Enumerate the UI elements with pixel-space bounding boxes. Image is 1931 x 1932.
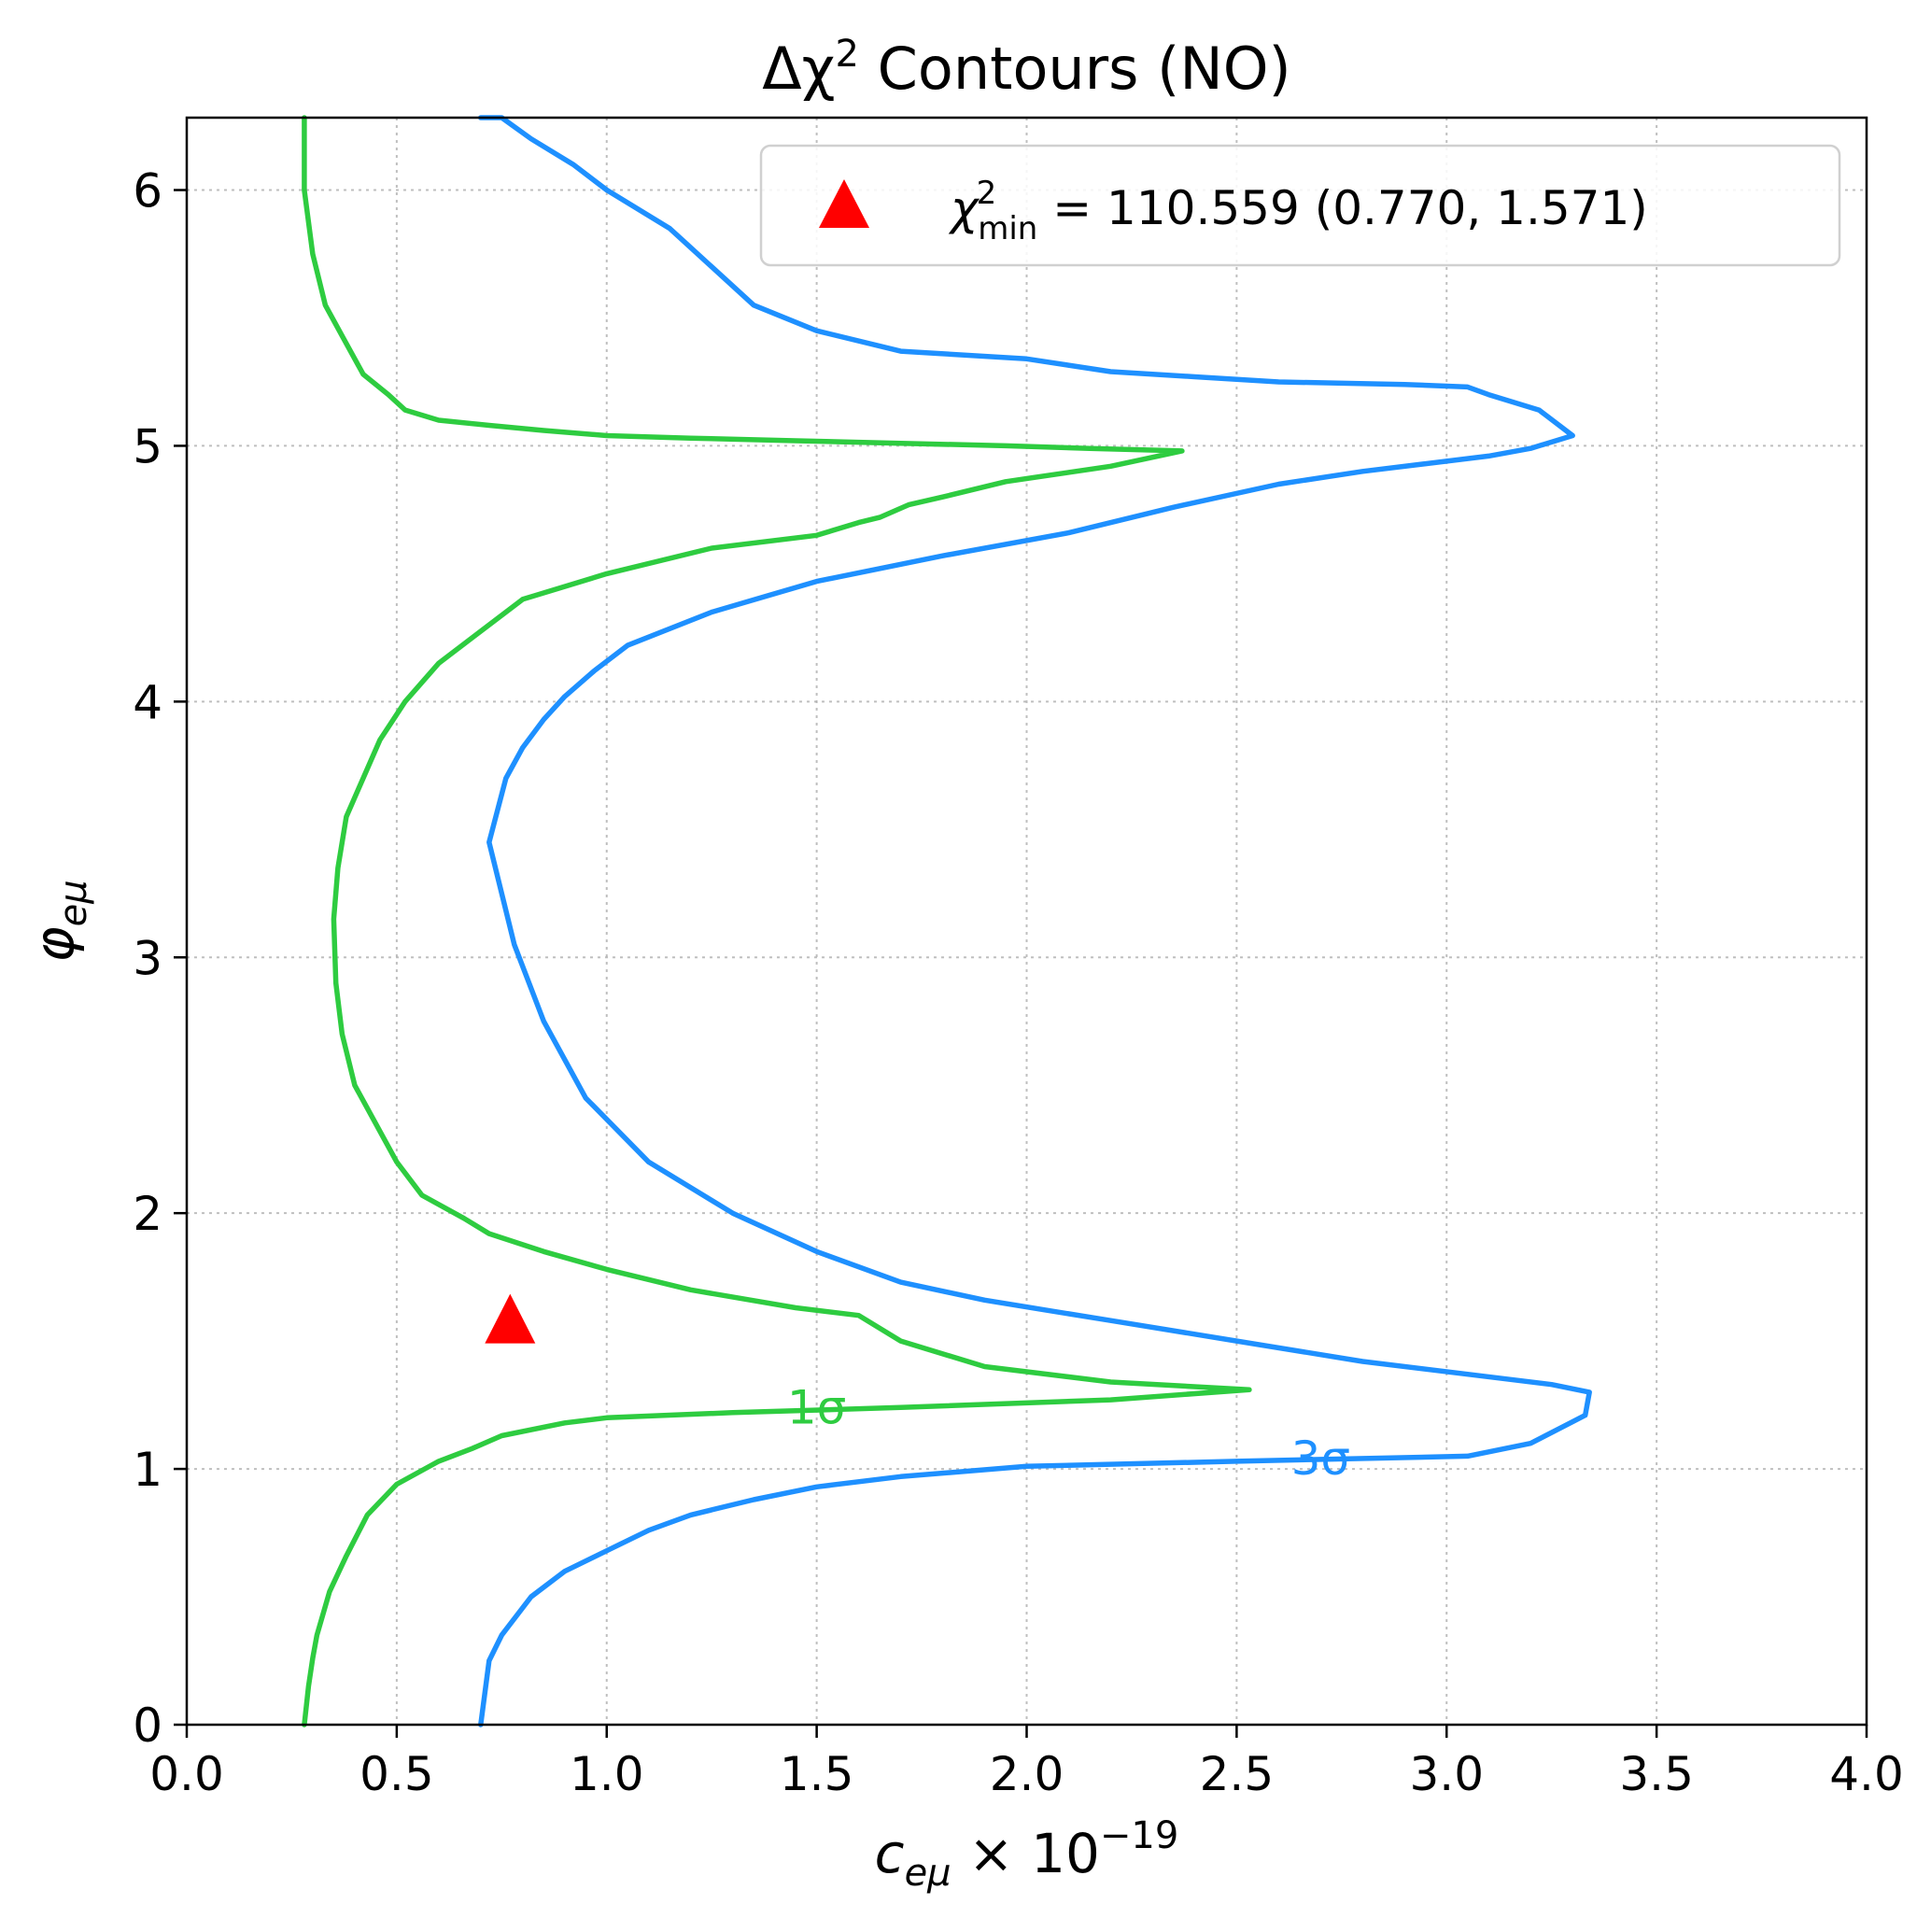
x-tick-label: 4.0	[1829, 1747, 1904, 1801]
legend: χ2min = 110.559 (0.770, 1.571)	[761, 146, 1839, 265]
legend-text-value: = 110.559 (0.770, 1.571)	[1037, 181, 1647, 235]
x-tick-label: 3.0	[1409, 1747, 1484, 1801]
x-tick-label: 2.5	[1200, 1747, 1275, 1801]
x-tick-label: 1.5	[780, 1747, 854, 1801]
legend-subscript: min	[978, 210, 1037, 247]
xlabel-var: c	[875, 1822, 905, 1885]
xlabel-mult: × 10	[951, 1822, 1100, 1885]
y-tick-label: 0	[133, 1699, 162, 1753]
x-tick-label: 3.5	[1619, 1747, 1694, 1801]
x-tick-label: 0.0	[149, 1747, 224, 1801]
y-tick-label: 2	[133, 1187, 162, 1241]
y-tick-label: 5	[133, 419, 162, 473]
title-base: Δχ	[762, 35, 835, 103]
ylabel-sub: eμ	[52, 880, 95, 926]
x-tick-label: 2.0	[990, 1747, 1064, 1801]
title-superscript: 2	[835, 33, 858, 76]
y-tick-label: 4	[133, 675, 162, 729]
xlabel-sub: eμ	[905, 1852, 951, 1895]
x-tick-label: 1.0	[570, 1747, 644, 1801]
contour-label: 3σ	[1291, 1431, 1351, 1486]
x-tick-label: 0.5	[359, 1747, 434, 1801]
xlabel-exp: −19	[1100, 1814, 1178, 1857]
y-tick-label: 1	[133, 1443, 162, 1497]
contour-label: 1σ	[787, 1380, 847, 1434]
ylabel-var: φ	[22, 926, 86, 962]
legend-superscript: 2	[977, 175, 997, 212]
y-tick-label: 6	[133, 164, 162, 219]
title-rest: Contours (NO)	[859, 35, 1291, 103]
y-tick-label: 3	[133, 931, 162, 985]
